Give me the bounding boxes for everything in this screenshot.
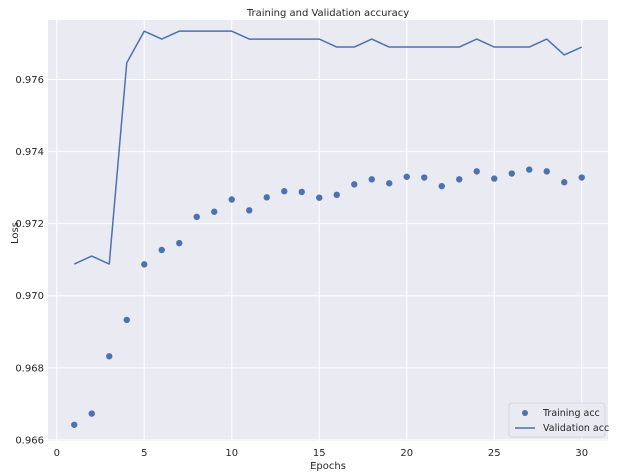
x-tick-label: 25 [488, 448, 501, 459]
training-acc-point [228, 196, 235, 203]
y-tick-label: 0.966 [15, 435, 44, 446]
legend-label-training: Training acc [542, 408, 600, 419]
y-tick-label: 0.974 [15, 147, 44, 158]
training-acc-point [403, 173, 410, 180]
training-acc-point [71, 421, 78, 428]
y-tick-label: 0.972 [15, 219, 44, 230]
training-acc-point [333, 191, 340, 199]
training-acc-point [123, 316, 130, 324]
training-acc-point [176, 239, 183, 247]
tick-labels: 0 5 10 15 20 25 30 0.966 0.968 0.970 0.972 0.974 0.9… [15, 75, 588, 459]
training-acc-point [543, 168, 550, 175]
training-acc-point [456, 176, 463, 183]
legend-label-validation: Validation acc [543, 423, 609, 434]
training-acc-point [438, 182, 445, 190]
training-acc-point [386, 180, 393, 187]
training-acc-point [421, 174, 428, 181]
y-tick-label: 0.968 [15, 363, 44, 374]
legend-marker-training [522, 410, 528, 416]
x-tick-label: 5 [141, 448, 147, 459]
x-tick-label: 0 [54, 448, 60, 459]
grid-lines [48, 20, 608, 441]
training-acc-point [473, 168, 480, 175]
training-acc-point [491, 175, 498, 182]
y-tick-label: 0.976 [15, 75, 44, 86]
x-axis-label: Epochs [310, 461, 346, 472]
x-tick-label: 15 [313, 448, 326, 459]
training-acc-point [263, 194, 270, 201]
training-acc-point [561, 179, 568, 186]
training-acc-point [508, 170, 515, 177]
training-acc-point [141, 261, 148, 268]
training-acc-point [578, 174, 585, 181]
validation-acc-line [73, 30, 583, 265]
legend: Training acc Validation acc [508, 402, 609, 438]
training-acc-point [368, 176, 375, 183]
chart-title: Training and Validation accuracy [246, 8, 409, 19]
x-tick-label: 10 [225, 448, 238, 459]
training-acc-point [193, 213, 200, 221]
y-tick-label: 0.970 [15, 291, 44, 302]
training-acc-point [351, 181, 358, 188]
chart-marks [71, 30, 585, 428]
training-acc-point [88, 410, 95, 417]
training-acc-point [526, 166, 533, 173]
x-tick-label: 20 [400, 448, 413, 459]
y-axis-label: Loss [10, 222, 21, 244]
training-acc-point [158, 246, 165, 254]
training-acc-point [316, 194, 323, 201]
plot-background [48, 20, 608, 441]
training-acc-point [106, 353, 113, 360]
training-acc-point [246, 207, 253, 214]
x-tick-label: 30 [575, 448, 588, 459]
training-acc-point [281, 188, 288, 195]
training-acc-point [211, 208, 218, 215]
training-acc-point [298, 188, 305, 196]
